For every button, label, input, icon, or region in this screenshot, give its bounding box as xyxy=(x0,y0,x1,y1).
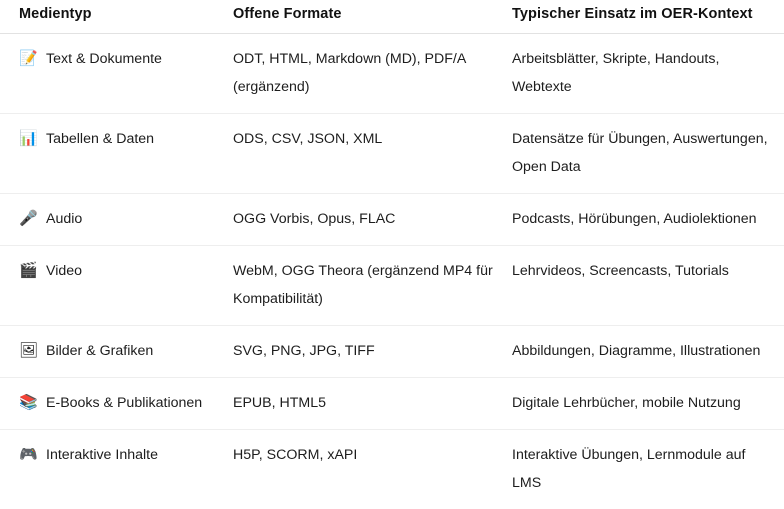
table-row: 📚 E-Books & Publikationen EPUB, HTML5 Di… xyxy=(0,378,784,430)
offene-formate-text: OGG Vorbis, Opus, FLAC xyxy=(233,205,495,233)
cell-typischer-einsatz: Digitale Lehrbücher, mobile Nutzung xyxy=(505,378,784,430)
medientyp-label: Audio xyxy=(46,205,216,233)
offene-formate-text: EPUB, HTML5 xyxy=(233,389,495,417)
cell-offene-formate: ODS, CSV, JSON, XML xyxy=(226,114,505,194)
cell-offene-formate: EPUB, HTML5 xyxy=(226,378,505,430)
table-body: 📝 Text & Dokumente ODT, HTML, Markdown (… xyxy=(0,34,784,509)
table-header-row: Medientyp Offene Formate Typischer Einsa… xyxy=(0,0,784,34)
offene-formate-text: H5P, SCORM, xAPI xyxy=(233,441,495,469)
microphone-icon: 🎤 xyxy=(19,209,38,228)
cell-medientyp: 🖼 Bilder & Grafiken xyxy=(0,326,226,378)
table-row: 📊 Tabellen & Daten ODS, CSV, JSON, XML D… xyxy=(0,114,784,194)
clapper-board-icon: 🎬 xyxy=(19,261,38,280)
cell-medientyp: 🎮 Interaktive Inhalte xyxy=(0,430,226,509)
typischer-einsatz-text: Podcasts, Hörübungen, Audiolektionen xyxy=(512,205,774,233)
cell-typischer-einsatz: Podcasts, Hörübungen, Audiolektionen xyxy=(505,194,784,246)
table-row: 📝 Text & Dokumente ODT, HTML, Markdown (… xyxy=(0,34,784,114)
cell-offene-formate: H5P, SCORM, xAPI xyxy=(226,430,505,509)
medientyp-label: Tabellen & Daten xyxy=(46,125,216,153)
cell-medientyp: 🎬 Video xyxy=(0,246,226,326)
framed-picture-icon: 🖼 xyxy=(19,341,38,360)
books-icon: 📚 xyxy=(19,393,38,412)
offene-formate-text: ODT, HTML, Markdown (MD), PDF/A (ergänze… xyxy=(233,45,495,101)
medientyp-label: Bilder & Grafiken xyxy=(46,337,216,365)
medientyp-label: Video xyxy=(46,257,216,285)
table-header: Medientyp Offene Formate Typischer Einsa… xyxy=(0,0,784,34)
table-row: 🎮 Interaktive Inhalte H5P, SCORM, xAPI I… xyxy=(0,430,784,509)
memo-icon: 📝 xyxy=(19,49,38,68)
typischer-einsatz-text: Arbeitsblätter, Skripte, Handouts, Webte… xyxy=(512,45,774,101)
cell-typischer-einsatz: Datensätze für Übungen, Auswertungen, Op… xyxy=(505,114,784,194)
offene-formate-text: WebM, OGG Theora (ergänzend MP4 für Komp… xyxy=(233,257,495,313)
game-controller-icon: 🎮 xyxy=(19,445,38,464)
offene-formate-text: SVG, PNG, JPG, TIFF xyxy=(233,337,495,365)
cell-offene-formate: WebM, OGG Theora (ergänzend MP4 für Komp… xyxy=(226,246,505,326)
column-header-medientyp: Medientyp xyxy=(0,0,226,34)
cell-medientyp: 🎤 Audio xyxy=(0,194,226,246)
typischer-einsatz-text: Datensätze für Übungen, Auswertungen, Op… xyxy=(512,125,774,181)
medientyp-label: Text & Dokumente xyxy=(46,45,216,73)
cell-medientyp: 📊 Tabellen & Daten xyxy=(0,114,226,194)
table-row: 🎤 Audio OGG Vorbis, Opus, FLAC Podcasts,… xyxy=(0,194,784,246)
column-header-offene-formate: Offene Formate xyxy=(226,0,505,34)
cell-typischer-einsatz: Interaktive Übungen, Lernmodule auf LMS xyxy=(505,430,784,509)
column-header-typischer-einsatz: Typischer Einsatz im OER-Kontext xyxy=(505,0,784,34)
cell-typischer-einsatz: Lehrvideos, Screencasts, Tutorials xyxy=(505,246,784,326)
table-row: 🎬 Video WebM, OGG Theora (ergänzend MP4 … xyxy=(0,246,784,326)
medientyp-label: E-Books & Publikationen xyxy=(46,389,216,417)
cell-typischer-einsatz: Arbeitsblätter, Skripte, Handouts, Webte… xyxy=(505,34,784,114)
cell-offene-formate: SVG, PNG, JPG, TIFF xyxy=(226,326,505,378)
table-row: 🖼 Bilder & Grafiken SVG, PNG, JPG, TIFF … xyxy=(0,326,784,378)
bar-chart-icon: 📊 xyxy=(19,129,38,148)
offene-formate-text: ODS, CSV, JSON, XML xyxy=(233,125,495,153)
typischer-einsatz-text: Interaktive Übungen, Lernmodule auf LMS xyxy=(512,441,774,497)
medientyp-label: Interaktive Inhalte xyxy=(46,441,216,469)
cell-offene-formate: OGG Vorbis, Opus, FLAC xyxy=(226,194,505,246)
typischer-einsatz-text: Abbildungen, Diagramme, Illustrationen xyxy=(512,337,774,365)
cell-offene-formate: ODT, HTML, Markdown (MD), PDF/A (ergänze… xyxy=(226,34,505,114)
typischer-einsatz-text: Lehrvideos, Screencasts, Tutorials xyxy=(512,257,774,285)
cell-medientyp: 📝 Text & Dokumente xyxy=(0,34,226,114)
typischer-einsatz-text: Digitale Lehrbücher, mobile Nutzung xyxy=(512,389,774,417)
cell-medientyp: 📚 E-Books & Publikationen xyxy=(0,378,226,430)
cell-typischer-einsatz: Abbildungen, Diagramme, Illustrationen xyxy=(505,326,784,378)
